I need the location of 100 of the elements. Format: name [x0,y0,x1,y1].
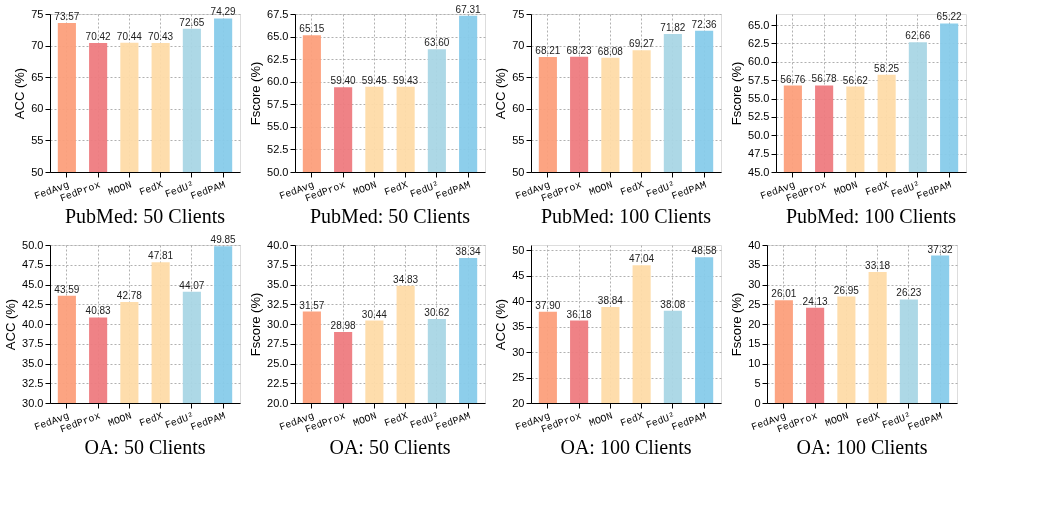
y-tick-label: 42.5 [22,297,44,310]
data-label: 69.27 [629,38,655,50]
y-tick-label: 40.0 [267,238,289,251]
data-label: 38.34 [455,246,482,258]
text: OA: 100 Clients [796,435,928,458]
y-tick-label: 30.0 [267,317,289,330]
x-tick-label: FedX [383,410,410,430]
data-label: 68.21 [535,44,561,56]
data-label: 63.60 [424,37,450,49]
data-label: 43.59 [54,283,80,295]
y-tick-label: 50.0 [22,238,44,251]
y-tick-label: 30 [512,345,525,358]
x-tick-label: MOON [106,179,134,199]
y-tick-label: 47.5 [748,147,770,160]
data-label: 31.57 [299,299,325,311]
y-tick-label: 45.0 [22,278,44,290]
bar [837,296,856,403]
data-label: 26.23 [896,287,922,299]
data-label: 56.62 [842,74,869,86]
data-label: 68.23 [566,44,593,56]
data-label: 59.40 [330,75,357,87]
y-tick-label: 40 [512,294,525,307]
text: PubMed: 100 Clients [785,204,957,227]
x-tick-label: MOON [832,179,860,199]
data-label: 59.43 [393,74,419,86]
data-label: 70.44 [116,30,143,42]
data-label: 71.82 [660,22,686,34]
data-label: 24.13 [802,295,829,307]
y-tick-label: 20.0 [267,396,289,409]
x-tick-label: FedX [383,179,410,199]
y-tick-label: 65.0 [267,30,289,43]
y-tick-label: 55.0 [748,92,770,105]
y-tick-label: 45 [512,269,525,282]
y-tick-label: 62.5 [748,36,770,49]
data-label: 56.78 [811,73,838,85]
data-label: 62.66 [905,30,931,42]
x-tick-label: FedX [855,410,882,430]
data-label: 72.65 [179,16,205,28]
y-tick-label: 65 [31,70,44,83]
data-label: 30.62 [424,307,450,319]
data-label: 38.08 [660,298,686,310]
y-tick-label: 25 [512,371,525,384]
y-tick-label: 60 [512,102,525,115]
y-tick-label: 60 [31,102,44,115]
y-axis-title: Fscore (%) [729,292,745,357]
data-label: 65.22 [936,11,963,23]
y-axis-title: ACC (%) [3,298,19,351]
data-label: 70.42 [85,30,112,42]
data-label: 48.58 [691,245,718,257]
y-axis-title: Fscore (%) [729,61,745,126]
bar [806,307,825,403]
data-label: 73.57 [54,11,80,23]
y-tick-label: 57.5 [748,73,770,86]
y-tick-label: 50 [512,243,525,256]
x-tick-label: MOON [106,410,134,430]
x-tick-label: FedX [619,410,646,430]
data-label: 26.95 [833,284,860,296]
y-tick-label: 32.5 [267,297,289,310]
text: OA: 100 Clients [560,435,692,458]
y-tick-label: 37.5 [22,337,44,350]
x-tick-label: MOON [587,410,615,430]
bar [774,300,793,403]
text: PubMed: 50 Clients [64,204,226,227]
y-tick-label: 65 [512,70,525,83]
data-label: 49.85 [210,234,237,246]
y-tick-label: 60.0 [748,55,770,68]
y-tick-label: 40 [748,238,761,251]
data-label: 37.32 [927,243,954,255]
y-tick-label: 5 [754,376,761,389]
y-tick-label: 50 [31,165,44,178]
data-label: 72.36 [691,18,718,30]
data-label: 47.81 [148,250,174,262]
data-label: 34.83 [393,273,419,285]
y-tick-label: 75 [512,7,525,20]
text: OA: 50 Clients [84,435,206,458]
x-tick-label: MOON [587,179,615,199]
bar [931,255,950,403]
y-tick-label: 50.0 [267,165,289,178]
data-label: 26.01 [771,288,797,300]
y-tick-label: 27.5 [267,337,289,350]
y-tick-label: 35 [512,320,525,333]
x-tick-label: FedX [619,179,646,199]
x-tick-label: FedX [864,179,891,199]
y-tick-label: 0 [754,396,761,409]
x-tick-label: MOON [823,410,851,430]
data-label: 28.98 [330,320,357,332]
y-tick-label: 57.5 [267,97,289,110]
y-axis-title: Fscore (%) [248,61,264,126]
y-tick-label: 25.0 [267,357,289,369]
data-label: 42.78 [116,290,143,302]
y-tick-label: 70 [512,39,525,52]
x-tick-label: FedX [138,179,165,199]
data-label: 56.76 [780,73,806,85]
y-tick-label: 55 [512,133,525,146]
y-tick-label: 45.0 [748,165,770,178]
data-label: 59.45 [361,74,388,86]
y-tick-label: 35.0 [22,357,44,369]
data-label: 67.31 [455,3,482,15]
data-label: 58.25 [874,62,900,74]
data-label: 40.83 [85,305,112,317]
